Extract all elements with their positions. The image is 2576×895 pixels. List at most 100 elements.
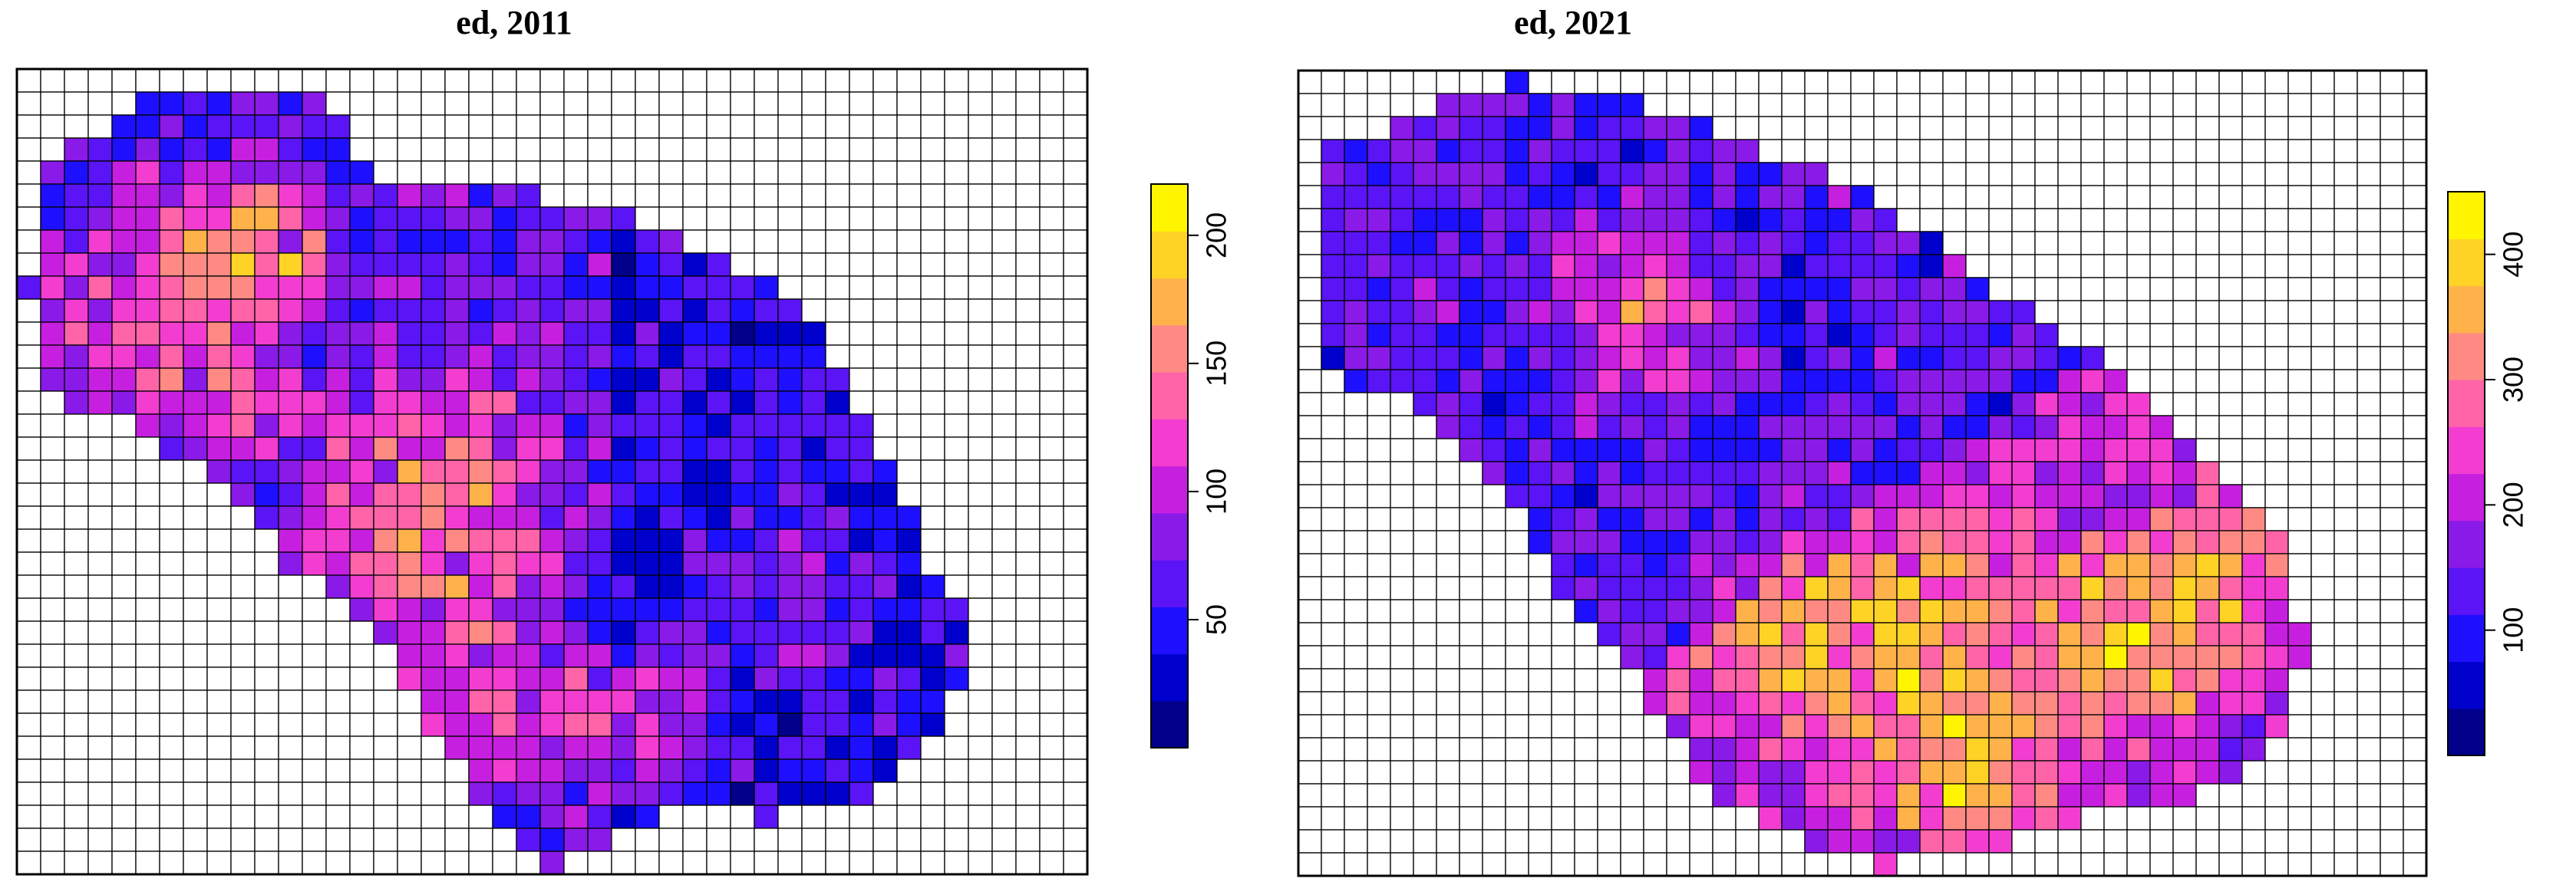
heatmap-cell	[2380, 415, 2404, 439]
heatmap-cell	[730, 390, 755, 415]
heatmap-cell	[1643, 829, 1667, 854]
heatmap-cell	[111, 597, 137, 622]
heatmap-cell	[2034, 530, 2059, 554]
heatmap-cell	[1712, 507, 1737, 531]
heatmap-cell	[754, 252, 779, 277]
heatmap-cell	[1039, 528, 1064, 553]
heatmap-cell	[1758, 691, 1783, 716]
heatmap-cell	[1015, 183, 1041, 208]
heatmap-cell	[159, 712, 184, 737]
heatmap-cell	[1528, 852, 1552, 877]
heatmap-cell	[325, 390, 351, 415]
heatmap-cell	[2149, 691, 2174, 716]
heatmap-cell	[373, 689, 398, 714]
heatmap-cell	[920, 137, 945, 162]
heatmap-cell	[1850, 599, 1875, 624]
heatmap-cell	[2241, 530, 2266, 554]
heatmap-cell	[492, 344, 517, 369]
heatmap-cell	[206, 252, 232, 277]
heatmap-cell	[849, 160, 874, 185]
heatmap-cell	[159, 828, 184, 852]
heatmap-cell	[1758, 139, 1783, 163]
heatmap-cell	[1413, 622, 1437, 647]
heatmap-cell	[587, 643, 612, 668]
heatmap-cell	[444, 206, 470, 231]
heatmap-cell	[206, 137, 232, 162]
heatmap-cell	[2126, 829, 2151, 854]
heatmap-cell	[2057, 829, 2082, 854]
heatmap-cell	[1597, 139, 1621, 163]
heatmap-cell	[658, 459, 684, 484]
heatmap-cell	[706, 551, 731, 576]
heatmap-cell	[2057, 185, 2082, 209]
heatmap-cell	[87, 712, 113, 737]
heatmap-cell	[801, 436, 826, 461]
heatmap-cell	[1712, 93, 1737, 117]
heatmap-cell	[444, 805, 470, 829]
heatmap-cell	[730, 206, 755, 231]
heatmap-cell	[1436, 323, 1460, 347]
heatmap-cell	[278, 528, 303, 553]
heatmap-cell	[635, 805, 660, 829]
heatmap-cell	[1063, 367, 1088, 392]
heatmap-cell	[1988, 461, 2013, 485]
heatmap-cell	[1643, 369, 1667, 393]
heatmap-cell	[1827, 714, 1852, 739]
heatmap-cell	[1689, 139, 1713, 163]
heatmap-cell	[1344, 254, 1368, 278]
heatmap-cell	[635, 91, 660, 116]
heatmap-cell	[278, 712, 303, 737]
heatmap-cell	[801, 781, 826, 806]
heatmap-cell	[1620, 392, 1644, 416]
heatmap-cell	[1942, 254, 1967, 278]
heatmap-cell	[587, 229, 612, 254]
heatmap-cell	[587, 828, 612, 852]
heatmap-cell	[421, 413, 446, 438]
heatmap-cell	[183, 390, 208, 415]
colorbar-tick-label: 400	[2498, 232, 2529, 278]
heatmap-cell	[635, 229, 660, 254]
heatmap-cell	[1551, 93, 1575, 117]
heatmap-cell	[1666, 300, 1690, 324]
heatmap-cell	[872, 183, 898, 208]
heatmap-cell	[1039, 114, 1064, 139]
heatmap-cell	[1643, 530, 1667, 554]
heatmap-cell	[635, 459, 660, 484]
heatmap-cell	[849, 344, 874, 369]
heatmap-cell	[968, 758, 993, 783]
heatmap-cell	[2126, 852, 2151, 877]
heatmap-cell	[468, 666, 493, 691]
heatmap-cell	[2287, 668, 2312, 693]
heatmap-cell	[539, 666, 565, 691]
heatmap-cell	[944, 620, 969, 645]
heatmap-cell	[2264, 553, 2289, 577]
heatmap-cell	[1367, 691, 1391, 716]
heatmap-cell	[1827, 185, 1852, 209]
heatmap-cell	[1597, 415, 1621, 439]
heatmap-cell	[278, 851, 303, 875]
heatmap-cell	[1390, 346, 1414, 370]
heatmap-cell	[2264, 668, 2289, 693]
heatmap-cell	[230, 781, 256, 806]
heatmap-cell	[2034, 277, 2059, 301]
heatmap-cell	[1896, 185, 1921, 209]
heatmap-cell	[1942, 622, 1967, 647]
heatmap-cell	[754, 758, 779, 783]
heatmap-cell	[2310, 185, 2335, 209]
heatmap-cell	[1666, 254, 1690, 278]
heatmap-cell	[1643, 714, 1667, 739]
heatmap-cell	[254, 689, 279, 714]
heatmap-cell	[1827, 530, 1852, 554]
heatmap-cell	[2357, 116, 2381, 140]
heatmap-cell	[1344, 806, 1368, 831]
heatmap-cell	[183, 436, 208, 461]
heatmap-cell	[1063, 505, 1088, 530]
heatmap-cell	[87, 344, 113, 369]
heatmap-cell	[1758, 415, 1783, 439]
heatmap-cell	[1919, 852, 1944, 877]
heatmap-cell	[1505, 783, 1529, 808]
heatmap-cell	[611, 321, 636, 346]
heatmap-cell	[87, 252, 113, 277]
heatmap-cell	[1804, 185, 1829, 209]
heatmap-cell	[730, 597, 755, 622]
